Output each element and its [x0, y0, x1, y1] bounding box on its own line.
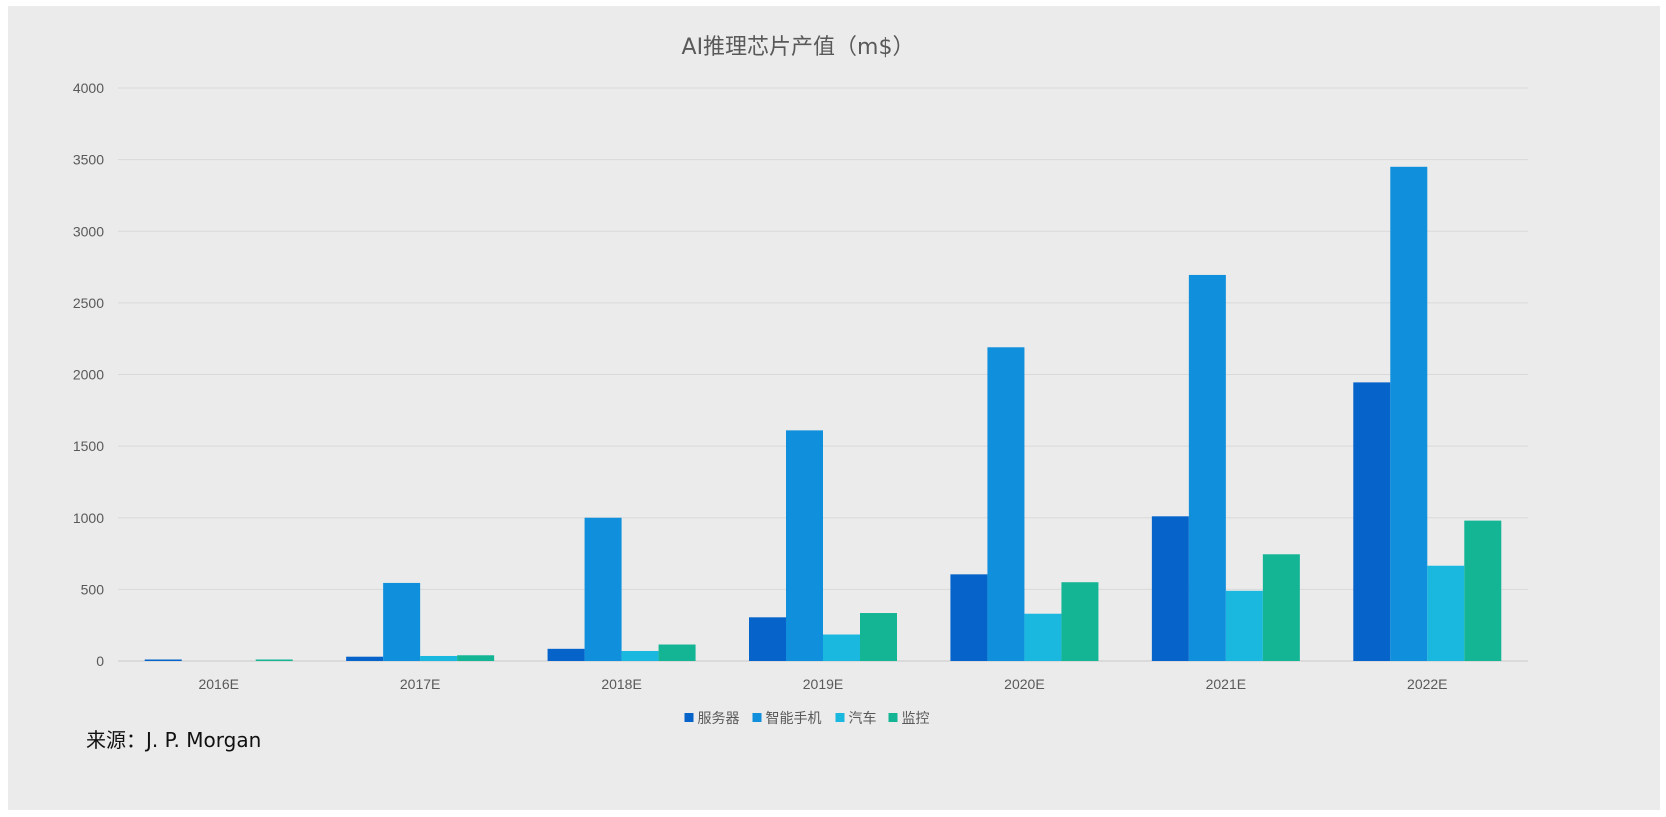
y-tick-label: 4000	[73, 80, 104, 96]
y-tick-label: 500	[81, 581, 105, 597]
bar-2-2017E	[383, 582, 421, 661]
bars	[144, 166, 1502, 661]
x-tick-label: 2022E	[1407, 676, 1447, 692]
bar-4-2018E	[658, 644, 696, 661]
bar-3-2018E	[621, 650, 659, 661]
legend-swatch-2	[752, 713, 762, 722]
x-axis-ticks: 2016E 2017E 2018E 2019E 2020E 2021E 2022E	[198, 676, 1447, 692]
y-tick-label: 3500	[73, 152, 104, 168]
legend-swatch-4	[888, 713, 898, 722]
bar-1-2017E	[346, 656, 384, 661]
chart-frame: AI推理芯片产值（m$） 0 500 1000 1500 2000 2500 3000 350…	[8, 6, 1660, 810]
y-tick-label: 2000	[73, 367, 104, 383]
bar-4-2021E	[1262, 554, 1300, 661]
bar-3-2017E	[420, 655, 458, 661]
x-tick-label: 2020E	[1004, 676, 1044, 692]
x-tick-label: 2019E	[803, 676, 843, 692]
y-tick-label: 3000	[73, 223, 104, 239]
y-tick-label: 1000	[73, 510, 104, 526]
legend-label-2: 智能手机	[766, 711, 822, 727]
gridlines	[118, 87, 1528, 662]
x-tick-label: 2016E	[198, 676, 238, 692]
bar-4-2017E	[457, 655, 495, 661]
bar-3-2022E	[1427, 565, 1465, 661]
bar-2-2022E	[1390, 166, 1428, 661]
x-tick-label: 2017E	[400, 676, 440, 692]
bar-4-2020E	[1061, 582, 1099, 661]
bar-3-2021E	[1225, 590, 1263, 661]
legend-swatch-3	[835, 713, 845, 722]
bar-3-2019E	[823, 634, 860, 661]
x-tick-label: 2018E	[601, 676, 641, 692]
bar-2-2018E	[584, 517, 622, 661]
legend-label-1: 服务器	[698, 711, 740, 727]
bar-2-2020E	[987, 347, 1025, 661]
chart-title: AI推理芯片产值（m$）	[682, 35, 915, 60]
bar-4-2019E	[860, 613, 897, 661]
y-tick-label: 0	[96, 653, 104, 669]
bar-1-2021E	[1151, 516, 1189, 661]
bar-3-2020E	[1024, 613, 1062, 661]
bar-4-2022E	[1464, 520, 1502, 661]
bar-1-2020E	[950, 574, 988, 661]
legend-label-3: 汽车	[849, 710, 877, 727]
legend-swatch-1	[684, 713, 694, 722]
chart-svg: AI推理芯片产值（m$） 0 500 1000 1500 2000 2500 3000 350…	[73, 35, 1528, 727]
bar-1-2019E	[749, 617, 786, 661]
bar-1-2022E	[1353, 382, 1391, 661]
bar-2-2019E	[786, 430, 823, 661]
y-tick-label: 2500	[73, 295, 104, 311]
legend: 服务器 智能手机 汽车 监控	[684, 710, 930, 727]
y-tick-label: 1500	[73, 438, 104, 454]
bar-4-2016E	[255, 659, 293, 661]
y-axis-ticks: 0 500 1000 1500 2000 2500 3000 3500 4000	[73, 80, 104, 669]
bar-2-2021E	[1188, 274, 1226, 661]
source-note: 来源：J. P. Morgan	[86, 728, 262, 752]
legend-label-4: 监控	[902, 711, 930, 727]
x-tick-label: 2021E	[1206, 676, 1246, 692]
bar-1-2018E	[547, 648, 585, 661]
bar-1-2016E	[144, 659, 182, 661]
